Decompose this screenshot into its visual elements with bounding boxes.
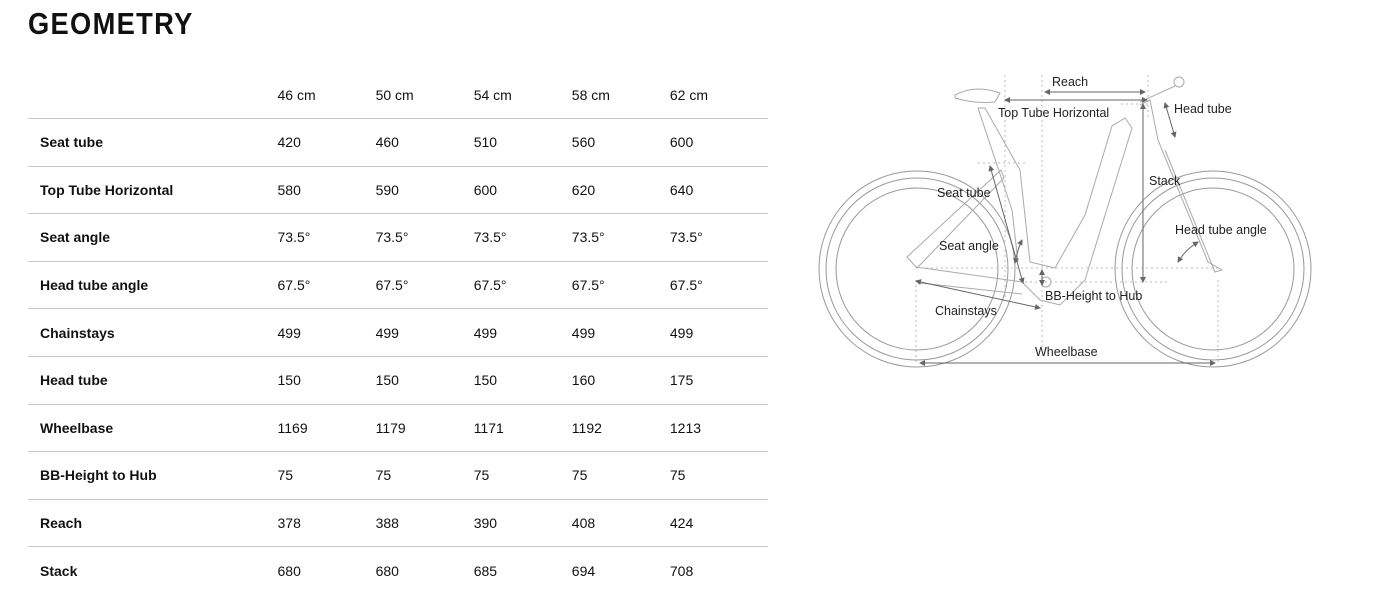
cell-value: 67.5° [473,261,572,310]
cell-value: 1171 [473,404,572,453]
cell-value: 680 [277,562,301,579]
cell-value: 388 [375,499,474,548]
cell-value: 1192 [571,404,670,453]
size-header: 50 cm [375,72,474,119]
cell-value: 499 [277,308,376,357]
row-label: Wheelbase [28,404,278,453]
label-head-tube: Head tube [1174,102,1232,116]
cell-value: 75 [571,451,670,500]
page-title: GEOMETRY [28,6,194,41]
cell-value: 75 [669,451,768,500]
cell-value: 160 [571,356,670,405]
label-top-tube: Top Tube Horizontal [998,106,1109,120]
cell-value: 73.5° [571,213,670,262]
cell-value: 67.5° [669,261,768,310]
geometry-table: 46 cm 50 cm 54 cm 58 cm 62 cm Seat tube 4… [28,72,768,594]
cell-value: 590 [375,166,474,215]
cell-value: 620 [571,166,670,215]
cell-value: 67.5° [571,261,670,310]
label-reach: Reach [1052,75,1088,89]
table-row: Chainstays 499 499 499 499 499 [28,308,768,357]
cell-value: 499 [375,308,474,357]
cell-value: 680 [375,562,399,579]
row-label: Head tube angle [28,261,278,310]
dimension-arrows [915,89,1216,366]
rear-wheel [818,170,1016,368]
cell-value: 510 [473,118,572,167]
table-row: Stack 680 680 685 694 708 [28,547,768,594]
cell-value: 424 [669,499,768,548]
table-row: Wheelbase 1169 1179 1171 1192 1213 [28,404,768,453]
label-seat-tube: Seat tube [937,186,991,200]
row-label: Seat tube [28,118,278,167]
cell-value: 580 [277,166,376,215]
table-row: Seat tube 420 460 510 560 600 [28,118,768,167]
header-blank [28,72,278,119]
table-row: BB-Height to Hub 75 75 75 75 75 [28,451,768,500]
table-row: Head tube 150 150 150 160 175 [28,356,768,405]
cell-value: 1169 [277,404,376,453]
row-label: Chainstays [28,308,278,357]
cell-value: 67.5° [277,261,376,310]
cell-value: 1179 [375,404,474,453]
label-wheelbase: Wheelbase [1035,345,1098,359]
cell-value: 408 [571,499,670,548]
cell-value: 390 [473,499,572,548]
cell-value: 73.5° [375,213,474,262]
cell-value: 600 [473,166,572,215]
row-label: Seat angle [28,213,278,262]
cell-value: 694 [571,562,596,579]
label-chainstays: Chainstays [935,304,997,318]
table-header-row: 46 cm 50 cm 54 cm 58 cm 62 cm [28,72,768,119]
size-header: 62 cm [669,72,768,119]
cell-value: 600 [669,118,768,167]
cell-value: 150 [473,356,572,405]
cell-value: 499 [571,308,670,357]
cell-value: 75 [473,451,572,500]
cell-value: 150 [277,356,376,405]
cell-value: 378 [277,499,376,548]
cell-value: 1213 [669,404,768,453]
cell-value: 73.5° [669,213,768,262]
table-row: Top Tube Horizontal 580 590 600 620 640 [28,166,768,215]
table-row: Reach 378 388 390 408 424 [28,499,768,548]
cell-value: 75 [375,451,474,500]
cell-value: 67.5° [375,261,474,310]
row-label: Reach [28,499,278,548]
label-seat-angle: Seat angle [939,239,999,253]
cell-value: 175 [669,356,768,405]
cell-value: 640 [669,166,768,215]
size-header: 54 cm [473,72,572,119]
cell-value: 499 [669,308,768,357]
cell-value: 460 [375,118,474,167]
cell-value: 499 [473,308,572,357]
label-head-tube-angle: Head tube angle [1175,223,1267,237]
cell-value: 708 [669,562,694,579]
size-header: 58 cm [571,72,670,119]
row-label: Head tube [28,356,278,405]
cell-value: 73.5° [473,213,572,262]
table-row: Seat angle 73.5° 73.5° 73.5° 73.5° 73.5° [28,213,768,262]
cell-value: 73.5° [277,213,376,262]
cell-value: 75 [277,451,376,500]
cell-value: 150 [375,356,474,405]
label-bb-height: BB-Height to Hub [1045,289,1142,303]
row-label: Stack [40,562,78,579]
table-row: Head tube angle 67.5° 67.5° 67.5° 67.5° 67.5° [28,261,768,310]
size-header: 46 cm [277,72,376,119]
row-label: Top Tube Horizontal [28,166,278,215]
row-label: BB-Height to Hub [28,451,278,500]
cell-value: 685 [473,562,498,579]
cell-value: 420 [277,118,376,167]
front-wheel [1114,170,1312,368]
label-stack: Stack [1149,174,1181,188]
cell-value: 560 [571,118,670,167]
